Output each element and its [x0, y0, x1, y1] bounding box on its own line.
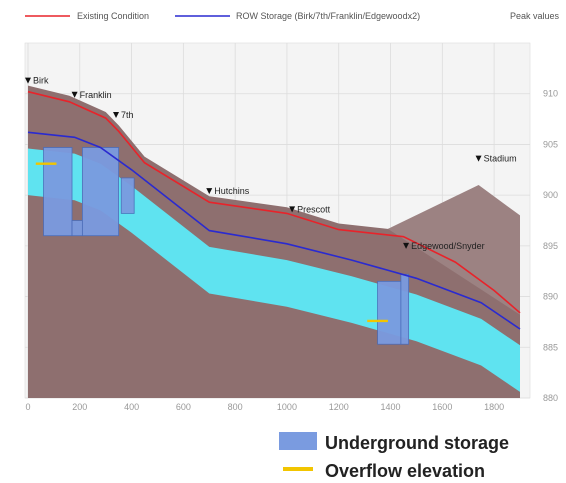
storage-unit — [81, 147, 120, 237]
station-label: Franklin — [80, 90, 112, 100]
x-tick-label: 1000 — [277, 402, 297, 412]
y-tick-label: 890 — [543, 292, 558, 302]
station-label: Hutchins — [214, 186, 250, 196]
y-tick-labels: 880 885 890 895 900 905 910 — [543, 89, 558, 403]
station-label: Birk — [33, 76, 49, 86]
station-label: Edgewood/Snyder — [411, 241, 485, 251]
row-storage-line — [27, 131, 521, 330]
legend-row-label: ROW Storage (Birk/7th/Franklin/Edgewoodx… — [236, 11, 420, 21]
legend-peak-label: Peak values — [510, 11, 560, 21]
storage-units — [43, 147, 410, 345]
station-marker-icon — [289, 206, 296, 213]
storage-unit — [71, 220, 83, 237]
legend-existing-label: Existing Condition — [77, 11, 149, 21]
legend-overflow-swatch — [283, 467, 313, 471]
bottom-legend: Underground storage Overflow elevation — [279, 432, 509, 481]
plot-area: Birk Franklin 7th Hutchins Prescott Edgewood/… — [24, 42, 558, 412]
y-tick-label: 905 — [543, 139, 558, 149]
x-tick-label: 200 — [72, 402, 87, 412]
station-label: Prescott — [297, 204, 331, 214]
y-tick-label: 895 — [543, 241, 558, 251]
x-tick-label: 0 — [25, 402, 30, 412]
existing-condition-line — [27, 90, 521, 314]
station-marker-icon — [475, 155, 482, 162]
y-tick-label: 880 — [543, 393, 558, 403]
station-markers: Birk Franklin 7th Hutchins Prescott Edgewood/… — [25, 76, 517, 251]
legend-storage-label: Underground storage — [325, 433, 509, 453]
x-tick-label: 800 — [228, 402, 243, 412]
station-marker-icon — [206, 188, 213, 195]
stadium-mound — [387, 185, 520, 315]
station-label: 7th — [121, 110, 134, 120]
storage-unit — [43, 147, 73, 237]
station-label: Stadium — [484, 154, 517, 164]
x-tick-label: 1200 — [329, 402, 349, 412]
station-marker-icon — [71, 91, 78, 98]
x-tick-label: 600 — [176, 402, 191, 412]
storage-unit — [120, 177, 135, 214]
station-marker-icon — [25, 77, 31, 84]
legend-storage-swatch — [279, 432, 317, 450]
storage-unit — [400, 273, 410, 345]
x-tick-label: 400 — [124, 402, 139, 412]
y-tick-label: 885 — [543, 342, 558, 352]
station-marker-icon — [403, 242, 410, 249]
y-tick-label: 900 — [543, 190, 558, 200]
station-marker-icon — [113, 112, 120, 119]
top-legend: Existing Condition ROW Storage (Birk/7th… — [25, 11, 560, 21]
x-tick-labels: 0 200 400 600 800 1000 1200 1400 1600 1800 — [25, 402, 504, 412]
x-tick-label: 1400 — [381, 402, 401, 412]
overflow-marks — [35, 162, 388, 323]
legend-overflow-label: Overflow elevation — [325, 461, 485, 481]
y-tick-label: 910 — [543, 89, 558, 99]
storage-unit — [377, 280, 402, 345]
x-tick-label: 1800 — [484, 402, 504, 412]
x-tick-label: 1600 — [432, 402, 452, 412]
